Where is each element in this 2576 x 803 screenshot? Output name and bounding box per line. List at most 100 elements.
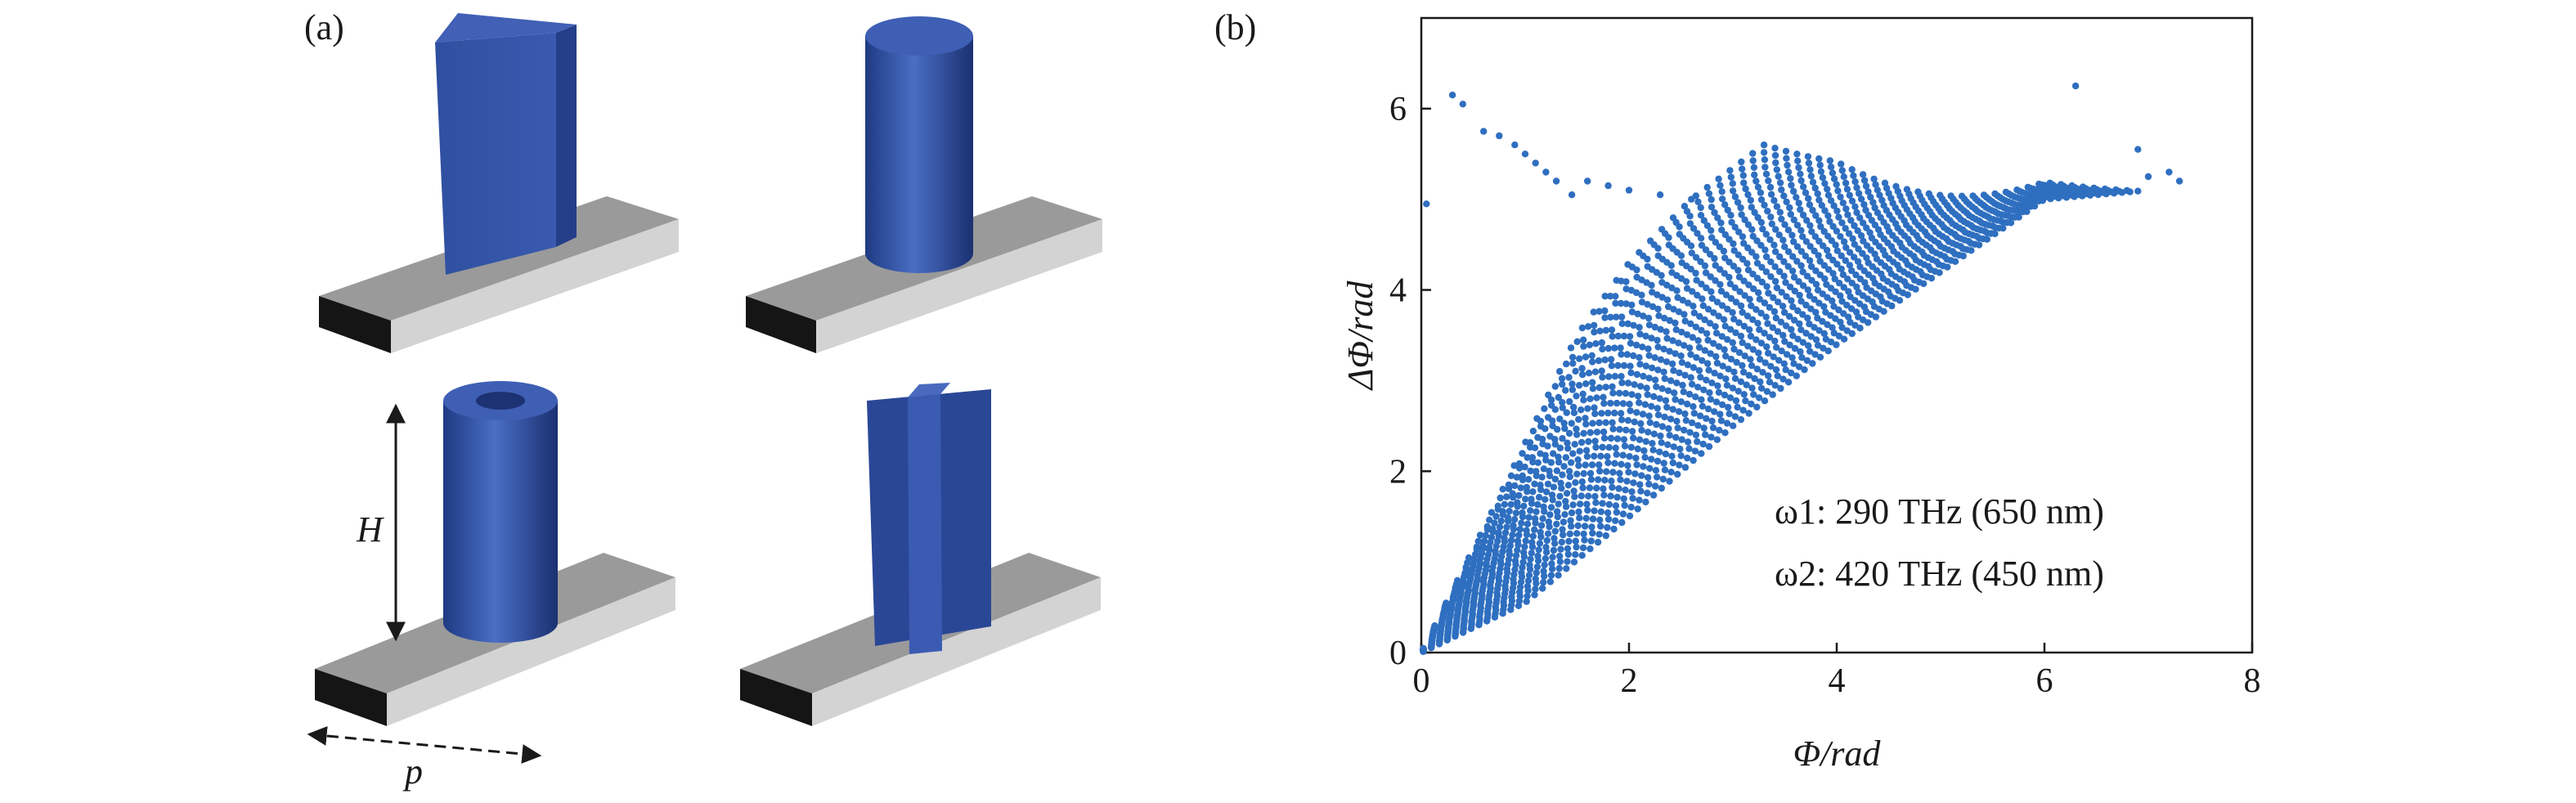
scatter-point <box>1676 369 1683 377</box>
scatter-point <box>1600 393 1607 401</box>
scatter-point <box>1777 384 1784 393</box>
scatter-point <box>1565 429 1573 437</box>
scatter-point <box>2024 183 2031 191</box>
scatter-point <box>1782 147 1790 155</box>
scatter-point <box>1587 476 1595 483</box>
scatter-point <box>1604 523 1611 532</box>
scatter-point <box>1848 267 1856 275</box>
scatter-point <box>1789 303 1797 311</box>
scatter-point <box>1780 308 1788 316</box>
scatter-point <box>1698 280 1705 288</box>
scatter-point <box>1824 212 1832 219</box>
scatter-point <box>1678 259 1685 267</box>
scatter-point <box>1611 373 1619 380</box>
scatter-point <box>1592 340 1600 348</box>
scatter-point <box>1799 339 1807 346</box>
scatter-point <box>1607 492 1614 500</box>
scatter-point <box>1848 280 1856 287</box>
scatter-point <box>1721 201 1729 209</box>
scatter-point <box>1726 410 1733 418</box>
scatter-point <box>1743 381 1750 388</box>
scatter-point <box>1789 332 1797 339</box>
scatter-point <box>1756 326 1763 334</box>
scatter-point <box>1827 285 1835 292</box>
scatter-point <box>1489 525 1497 533</box>
scatter-point <box>1649 303 1657 311</box>
scatter-point <box>1586 545 1594 553</box>
scatter-point <box>1597 508 1605 515</box>
scatter-point <box>1549 422 1556 429</box>
annotation-omega-2: ω2: 420 THz (450 nm) <box>1775 554 2104 594</box>
scatter-point <box>1748 400 1755 408</box>
scatter-point <box>1569 450 1577 457</box>
scatter-point <box>1655 312 1663 320</box>
scatter-point <box>1532 575 1539 582</box>
scatter-point <box>1622 426 1630 434</box>
scatter-point <box>1740 277 1748 285</box>
scatter-point <box>1737 302 1745 310</box>
scatter-point <box>1654 252 1662 259</box>
scatter-point <box>1824 232 1832 240</box>
scatter-point <box>1731 193 1739 200</box>
scatter-point <box>1767 362 1775 370</box>
scatter-point <box>1654 457 1662 465</box>
scatter-point <box>1699 440 1707 448</box>
scatter-point <box>1731 284 1739 292</box>
scatter-point <box>1443 599 1450 607</box>
scatter-point <box>1851 203 1859 210</box>
scatter-point <box>1839 200 1847 207</box>
scatter-point <box>1636 399 1643 406</box>
scatter-point <box>1782 322 1790 330</box>
scatter-point <box>1551 527 1559 535</box>
scatter-point <box>1640 463 1647 470</box>
scatter-point <box>1607 313 1614 321</box>
scatter-point <box>1845 230 1853 237</box>
scatter-point <box>1806 166 1814 173</box>
scatter-point <box>1653 473 1661 481</box>
scatter-point <box>1658 423 1667 430</box>
scatter-point <box>1735 267 1742 274</box>
scatter-point <box>1577 406 1585 414</box>
scatter-point <box>1799 268 1806 276</box>
scatter-point <box>1717 417 1726 424</box>
scatter-point <box>1480 128 1488 135</box>
scatter-point <box>1507 536 1515 545</box>
scatter-point <box>1761 359 1769 366</box>
scatter-point <box>1806 292 1814 299</box>
scatter-point <box>1563 565 1570 572</box>
scatter-point <box>1708 227 1715 235</box>
scatter-point <box>1520 549 1528 556</box>
scatter-point <box>1546 433 1554 440</box>
scatter-point <box>1607 356 1615 363</box>
scatter-point <box>1595 357 1603 365</box>
scatter-point <box>1838 298 1846 305</box>
scatter-point <box>1793 194 1800 201</box>
scatter-point <box>1690 456 1697 464</box>
scatter-point <box>1739 308 1746 316</box>
scatter-point <box>1776 209 1784 216</box>
scatter-point <box>1771 263 1779 271</box>
scatter-point <box>1761 164 1769 171</box>
scatter-point <box>1663 328 1670 335</box>
scatter-point <box>1768 220 1775 227</box>
scatter-point <box>1667 415 1675 423</box>
scatter-point <box>2175 177 2183 185</box>
scatter-point <box>1533 563 1542 571</box>
scatter-point <box>1816 271 1824 279</box>
scatter-point <box>1576 514 1583 522</box>
scatter-point <box>1627 504 1635 511</box>
scatter-point <box>1734 199 1742 206</box>
scatter-point <box>1744 267 1752 274</box>
scatter-point <box>1690 225 1698 232</box>
scatter-point <box>1570 403 1577 411</box>
scatter-point <box>1703 222 1712 230</box>
scatter-point <box>1627 369 1635 377</box>
scatter-point <box>1578 370 1586 379</box>
scatter-point <box>1624 320 1631 328</box>
scatter-point <box>1746 326 1753 334</box>
scatter-point <box>1851 240 1858 248</box>
scatter-point <box>1558 375 1566 383</box>
scatter-point <box>1650 393 1658 401</box>
scatter-point <box>1821 275 1829 283</box>
scatter-point <box>1761 201 1768 209</box>
